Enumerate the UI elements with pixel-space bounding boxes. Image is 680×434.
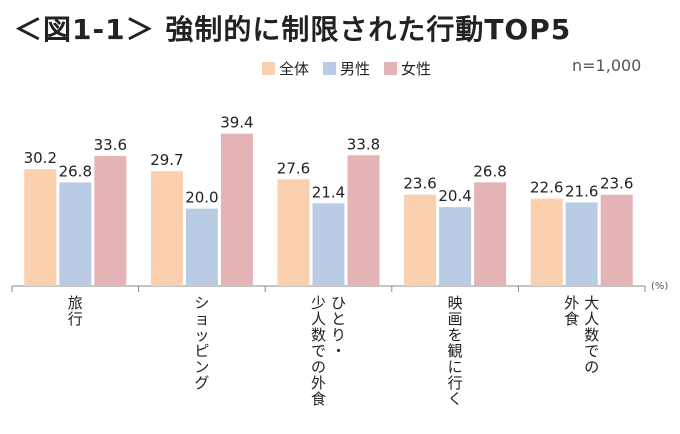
category-label-char: 行 <box>448 374 463 392</box>
category-label-char: ・ <box>331 342 346 360</box>
category-label-char: 映 <box>448 294 463 312</box>
category-label-char: の <box>311 358 326 376</box>
sample-size-note: n=1,000 <box>572 56 642 75</box>
category-label-char: に <box>448 358 463 376</box>
category-label-char: の <box>584 358 599 376</box>
bar-1-3 <box>277 179 310 286</box>
legend-swatch-zentai <box>262 62 275 75</box>
category-label-char: ョ <box>194 310 209 328</box>
category-label-char: を <box>448 326 463 344</box>
data-label: 27.6 <box>277 159 310 177</box>
category-label-char: り <box>331 326 346 344</box>
legend-label-dansei: 男性 <box>340 60 371 78</box>
legend-item-zentai: 全体 <box>262 58 309 79</box>
category-label-char: ひ <box>331 294 346 312</box>
bar-2-3 <box>312 203 345 286</box>
category-label-char: 外 <box>564 294 579 312</box>
legend-swatch-josei <box>384 62 398 75</box>
bar-2-1 <box>59 182 92 286</box>
category-label-char: で <box>311 342 326 360</box>
bar-1-2 <box>150 171 183 286</box>
category-label-char: ピ <box>194 342 209 360</box>
legend-item-josei: 女性 <box>384 58 431 79</box>
data-label: 21.6 <box>565 182 598 200</box>
bar-1-4 <box>404 194 437 286</box>
data-label: 26.8 <box>473 162 506 180</box>
bar-2-4 <box>439 207 472 286</box>
category-label-char: 外 <box>311 374 326 392</box>
data-label: 22.6 <box>530 179 563 197</box>
bar-3-4 <box>474 182 507 286</box>
unit-label: (%) <box>651 281 668 292</box>
bar-2-5 <box>565 202 598 286</box>
bar-1-1 <box>24 169 57 286</box>
data-label: 23.6 <box>600 175 633 193</box>
category-label-char: と <box>331 310 346 328</box>
category-label-char: 少 <box>311 294 326 312</box>
data-label: 20.4 <box>438 187 471 205</box>
category-label-char: 観 <box>448 342 463 360</box>
chart-title: ＜図1-1＞ 強制的に制限された行動TOP5 <box>14 13 572 46</box>
category-label-char: く <box>448 390 463 408</box>
data-label: 29.7 <box>150 151 183 169</box>
data-label: 23.6 <box>403 175 436 193</box>
legend-label-zentai: 全体 <box>279 60 310 78</box>
data-label: 21.4 <box>312 183 345 201</box>
legend-label-josei: 女性 <box>401 60 432 78</box>
category-label-char: ッ <box>194 326 209 344</box>
bar-3-5 <box>600 194 633 286</box>
bar-2-2 <box>185 208 218 286</box>
data-label: 26.8 <box>59 162 92 180</box>
legend-swatch-dansei <box>323 62 337 75</box>
category-label-char: ン <box>194 358 209 376</box>
data-label: 20.0 <box>185 189 218 207</box>
category-label-char: 数 <box>311 326 326 344</box>
data-label: 39.4 <box>220 114 253 132</box>
data-label: 33.6 <box>94 136 127 154</box>
category-label-char: 行 <box>68 310 83 328</box>
bar-3-2 <box>220 133 253 286</box>
category-label-char: 食 <box>311 390 326 408</box>
category-label-char: 旅 <box>68 294 83 312</box>
category-label-char: 食 <box>564 310 579 328</box>
bar-3-3 <box>347 155 380 286</box>
data-label: 30.2 <box>24 149 57 167</box>
legend: 全体 男性 女性 <box>262 58 431 79</box>
bar-1-5 <box>530 198 563 286</box>
category-label-char: 画 <box>448 310 463 328</box>
category-label-char: シ <box>194 294 209 312</box>
data-label: 33.8 <box>347 135 380 153</box>
category-label-char: グ <box>194 374 209 392</box>
legend-item-dansei: 男性 <box>323 58 370 79</box>
category-label-char: で <box>584 342 599 360</box>
category-label-char: 数 <box>584 326 599 344</box>
category-label-char: 人 <box>584 310 599 328</box>
category-label-char: 人 <box>311 310 326 328</box>
category-label-char: 大 <box>584 294 599 312</box>
bar-3-1 <box>94 156 127 286</box>
